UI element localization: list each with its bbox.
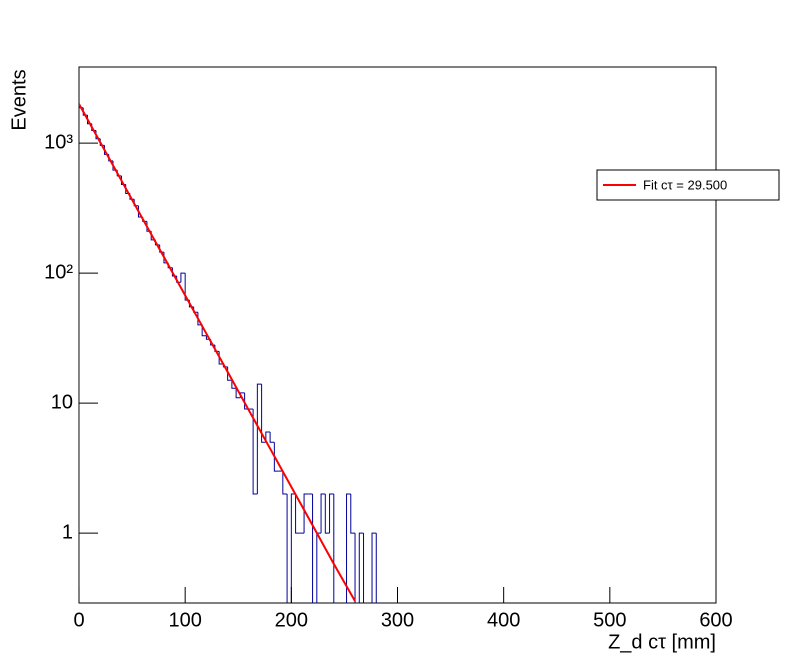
histogram-bin (312, 493, 314, 603)
histogram-bin (265, 431, 271, 443)
histogram-bin (295, 493, 300, 534)
histogram-bin (159, 244, 164, 253)
histogram-bin (324, 493, 330, 534)
histogram-bin (286, 493, 288, 603)
histogram-bin (329, 493, 334, 534)
x-tick-label: 400 (487, 609, 520, 631)
y-tick-label: 10³ (44, 131, 73, 153)
y-tick-label: 1 (62, 521, 73, 543)
histogram-bin (354, 533, 356, 603)
histogram-bin (350, 493, 356, 534)
y-tick-label: 10 (51, 391, 73, 413)
x-tick-label: 200 (275, 609, 308, 631)
legend-label: Fit cτ = 29.500 (643, 177, 727, 192)
histogram-bin (346, 493, 351, 603)
histogram-bin (180, 272, 186, 283)
histogram-bin (201, 324, 207, 337)
histogram-bin (235, 388, 241, 399)
x-tick-label: 100 (168, 609, 201, 631)
y-axis-label: Events (8, 69, 30, 130)
y-tick-label: 10² (44, 261, 73, 283)
x-tick-label: 500 (593, 609, 626, 631)
histogram-bin (252, 409, 258, 495)
histogram-bin (231, 380, 237, 389)
histogram-bin (333, 493, 335, 603)
x-tick-label: 600 (699, 609, 732, 631)
histogram-bin (375, 533, 377, 603)
histogram-bin (371, 532, 377, 603)
histogram-bin (133, 199, 139, 207)
plot-area (79, 103, 377, 603)
x-tick-label: 0 (73, 609, 84, 631)
histogram-bin (320, 493, 326, 534)
x-tick-label: 300 (381, 609, 414, 631)
histogram-bin (363, 533, 365, 603)
fit-line (79, 103, 356, 602)
histogram-bin (256, 383, 262, 494)
histogram-bin (358, 532, 364, 603)
histogram-bin (269, 431, 275, 443)
plot-frame (78, 66, 717, 604)
x-axis-label: Z_d cτ [mm] (608, 631, 716, 653)
histogram-bin (282, 471, 288, 495)
histogram-bin (316, 532, 322, 603)
histogram-bin (290, 493, 296, 603)
histogram-bin (261, 384, 266, 443)
histogram-bin (273, 442, 279, 472)
histogram-bin (303, 493, 309, 534)
